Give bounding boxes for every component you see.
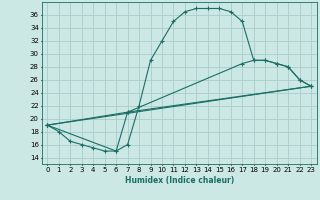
X-axis label: Humidex (Indice chaleur): Humidex (Indice chaleur) [124, 176, 234, 185]
